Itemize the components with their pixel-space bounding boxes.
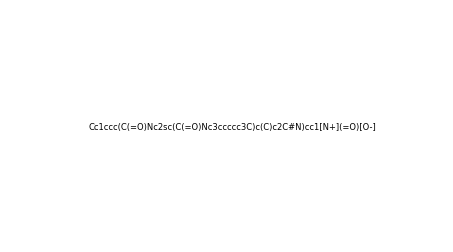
Text: Cc1ccc(C(=O)Nc2sc(C(=O)Nc3ccccc3C)c(C)c2C#N)cc1[N+](=O)[O-]: Cc1ccc(C(=O)Nc2sc(C(=O)Nc3ccccc3C)c(C)c2… <box>88 123 376 132</box>
